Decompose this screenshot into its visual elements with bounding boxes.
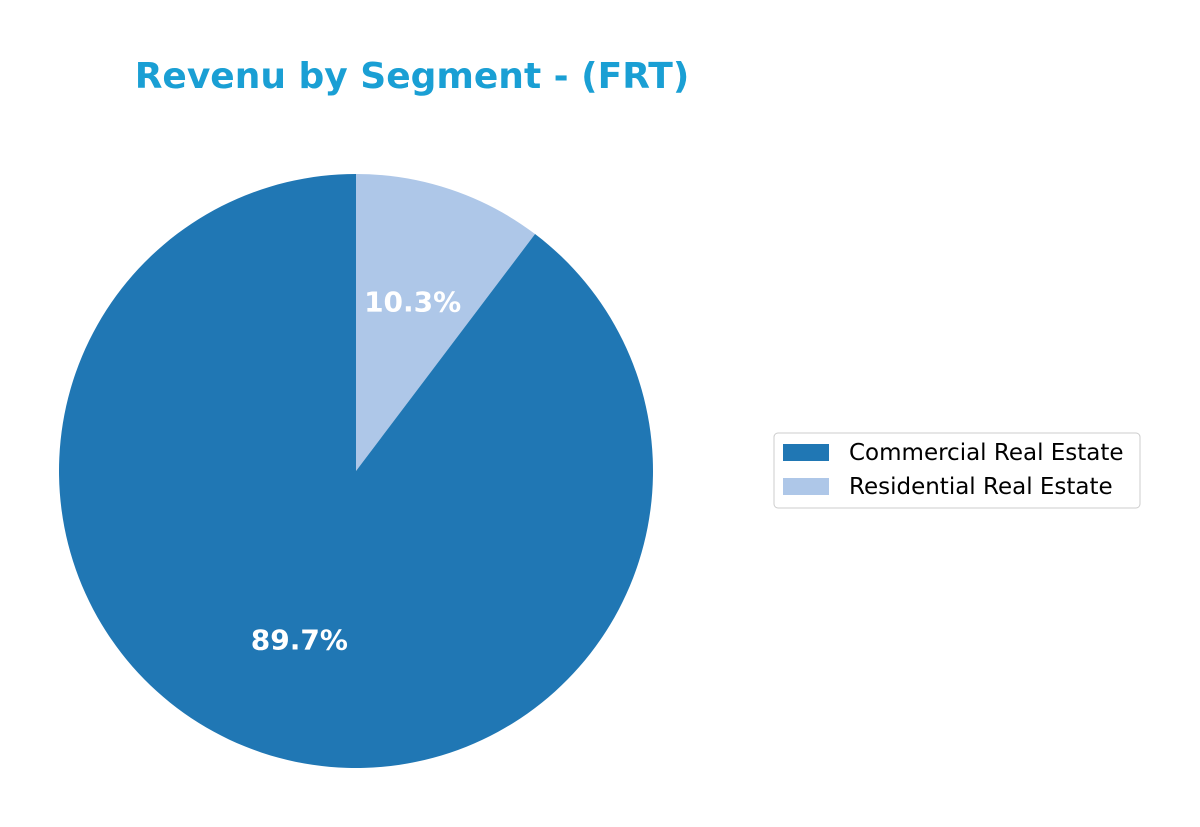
pie-slice-commercial-real-estate bbox=[58, 174, 653, 769]
pie-slice-label-commercial-real-estate: 89.7% bbox=[251, 623, 348, 656]
legend-label-residential-real-estate: Residential Real Estate bbox=[849, 474, 1113, 500]
chart-title: Revenu by Segment - (FRT) bbox=[135, 56, 690, 97]
legend-swatch-residential-real-estate bbox=[783, 478, 829, 495]
legend: Commercial Real Estate Residential Real … bbox=[773, 432, 1141, 509]
legend-frame bbox=[773, 432, 1141, 509]
pie-slice-residential-real-estate bbox=[356, 174, 536, 471]
legend-swatch-commercial-real-estate bbox=[783, 444, 829, 461]
pie-slice-label-residential-real-estate: 10.3% bbox=[364, 286, 461, 319]
legend-label-commercial-real-estate: Commercial Real Estate bbox=[849, 440, 1124, 466]
pie-slices bbox=[58, 174, 653, 769]
pie-slice-labels: 10.3% 89.7% bbox=[251, 286, 461, 657]
